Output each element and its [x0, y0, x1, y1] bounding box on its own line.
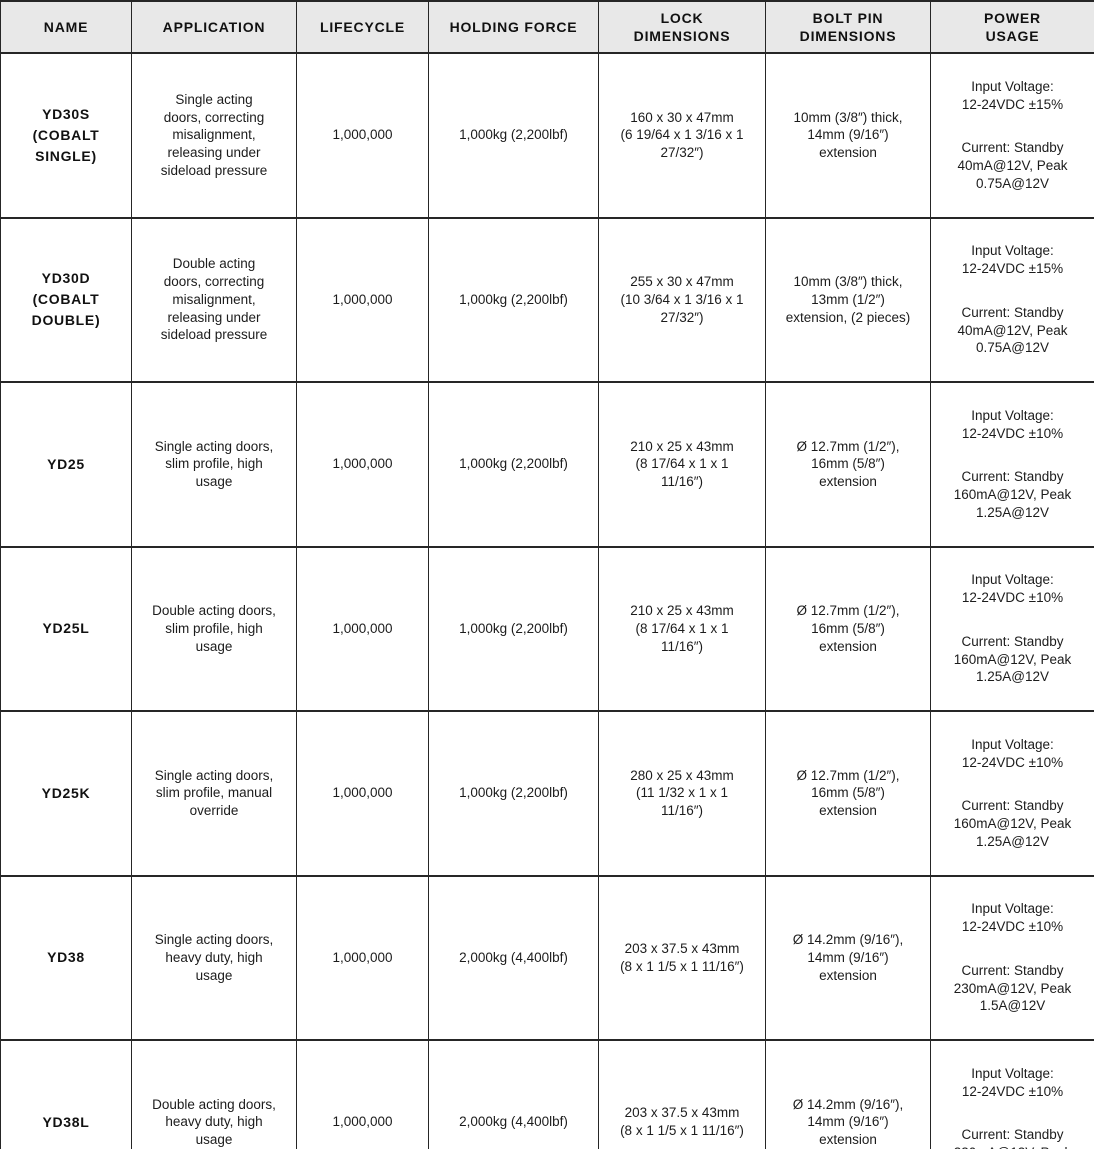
cell-lock-dimensions: 255 x 30 x 47mm (10 3/64 x 1 3/16 x 1 27…: [598, 216, 766, 383]
cell-lifecycle: 1,000,000: [296, 1039, 429, 1149]
cell-application: Double acting doors, correcting misalign…: [131, 216, 297, 383]
power-current: Current: Standby 160mA@12V, Peak 1.25A@1…: [953, 798, 1072, 849]
cell-bolt-pin-dimensions: Ø 12.7mm (1/2″), 16mm (5/8″) extension: [765, 381, 931, 548]
column-header-lock-dimensions: LOCK DIMENSIONS: [598, 0, 766, 54]
cell-bolt-pin-dimensions: Ø 12.7mm (1/2″), 16mm (5/8″) extension: [765, 545, 931, 712]
table-row-yd25l: YD25L Double acting doors, slim profile,…: [0, 545, 1094, 712]
power-input-voltage: Input Voltage: 12-24VDC ±10%: [961, 572, 1064, 606]
cell-lifecycle: 1,000,000: [296, 216, 429, 383]
cell-power-usage: Input Voltage: 12-24VDC ±10% Current: St…: [930, 710, 1094, 877]
cell-power-usage: Input Voltage: 12-24VDC ±10% Current: St…: [930, 874, 1094, 1041]
cell-application: Single acting doors, correcting misalign…: [131, 52, 297, 219]
power-current: Current: Standby 160mA@12V, Peak 1.25A@1…: [953, 633, 1072, 685]
table-row-yd38: YD38 Single acting doors, heavy duty, hi…: [0, 874, 1094, 1041]
cell-holding-force: 1,000kg (2,200lbf): [428, 381, 599, 548]
power-input-voltage: Input Voltage: 12-24VDC ±15%: [961, 78, 1064, 112]
table-row-yd38l: YD38L Double acting doors, heavy duty, h…: [0, 1039, 1094, 1149]
cell-lock-dimensions: 160 x 30 x 47mm (6 19/64 x 1 3/16 x 1 27…: [598, 52, 766, 219]
cell-lock-dimensions: 210 x 25 x 43mm (8 17/64 x 1 x 1 11/16″): [598, 545, 766, 712]
cell-power-usage: Input Voltage: 12-24VDC ±10% Current: St…: [930, 545, 1094, 712]
cell-lock-dimensions: 280 x 25 x 43mm (11 1/32 x 1 x 1 11/16″): [598, 710, 766, 877]
column-header-power-usage: POWER USAGE: [930, 0, 1094, 54]
cell-power-usage: Input Voltage: 12-24VDC ±10% Current: St…: [930, 1039, 1094, 1149]
power-current: Current: Standby 230mA@12V, Peak 1.5A@12…: [953, 962, 1072, 1014]
cell-lifecycle: 1,000,000: [296, 710, 429, 877]
cell-power-usage: Input Voltage: 12-24VDC ±15% Current: St…: [930, 216, 1094, 383]
power-current: Current: Standby 40mA@12V, Peak 0.75A@12…: [957, 140, 1068, 191]
column-header-application: APPLICATION: [131, 0, 297, 54]
header-row: NAME APPLICATION LIFECYCLE HOLDING FORCE…: [0, 0, 1094, 54]
column-header-bolt-pin-dimensions: BOLT PIN DIMENSIONS: [765, 0, 931, 54]
power-input-voltage: Input Voltage: 12-24VDC ±10%: [961, 1065, 1064, 1099]
power-input-voltage: Input Voltage: 12-24VDC ±10%: [961, 736, 1064, 770]
cell-holding-force: 1,000kg (2,200lbf): [428, 545, 599, 712]
cell-bolt-pin-dimensions: Ø 14.2mm (9/16″), 14mm (9/16″) extension: [765, 874, 931, 1041]
cell-bolt-pin-dimensions: Ø 12.7mm (1/2″), 16mm (5/8″) extension: [765, 710, 931, 877]
cell-product-name: YD38L: [0, 1039, 132, 1149]
cell-lock-dimensions: 203 x 37.5 x 43mm (8 x 1 1/5 x 1 11/16″): [598, 874, 766, 1041]
cell-holding-force: 1,000kg (2,200lbf): [428, 216, 599, 383]
cell-product-name: YD25K: [0, 710, 132, 877]
cell-lifecycle: 1,000,000: [296, 545, 429, 712]
cell-application: Single acting doors, slim profile, high …: [131, 381, 297, 548]
cell-application: Double acting doors, heavy duty, high us…: [131, 1039, 297, 1149]
cell-bolt-pin-dimensions: Ø 14.2mm (9/16″), 14mm (9/16″) extension: [765, 1039, 931, 1149]
cell-product-name: YD38: [0, 874, 132, 1041]
cell-product-name: YD25L: [0, 545, 132, 712]
cell-holding-force: 1,000kg (2,200lbf): [428, 710, 599, 877]
cell-product-name: YD30D (COBALT DOUBLE): [0, 216, 132, 383]
power-current: Current: Standby 40mA@12V, Peak 0.75A@12…: [957, 304, 1068, 356]
cell-product-name: YD25: [0, 381, 132, 548]
column-header-holding-force: HOLDING FORCE: [428, 0, 599, 54]
cell-lifecycle: 1,000,000: [296, 381, 429, 548]
power-input-voltage: Input Voltage: 12-24VDC ±10%: [961, 407, 1064, 441]
cell-holding-force: 2,000kg (4,400lbf): [428, 874, 599, 1041]
cell-power-usage: Input Voltage: 12-24VDC ±15% Current: St…: [930, 52, 1094, 219]
cell-holding-force: 1,000kg (2,200lbf): [428, 52, 599, 219]
cell-lifecycle: 1,000,000: [296, 52, 429, 219]
table-row-yd30s: YD30S (COBALT SINGLE) Single acting door…: [0, 52, 1094, 219]
power-input-voltage: Input Voltage: 12-24VDC ±15%: [961, 243, 1064, 277]
power-input-voltage: Input Voltage: 12-24VDC ±10%: [961, 901, 1064, 935]
cell-application: Single acting doors, slim profile, manua…: [131, 710, 297, 877]
cell-lock-dimensions: 203 x 37.5 x 43mm (8 x 1 1/5 x 1 11/16″): [598, 1039, 766, 1149]
power-current: Current: Standby 230mA@12V, Peak 1.5A@12…: [954, 1127, 1072, 1149]
cell-application: Double acting doors, slim profile, high …: [131, 545, 297, 712]
cell-bolt-pin-dimensions: 10mm (3/8″) thick, 14mm (9/16″) extensio…: [765, 52, 931, 219]
column-header-name: NAME: [0, 0, 132, 54]
cell-power-usage: Input Voltage: 12-24VDC ±10% Current: St…: [930, 381, 1094, 548]
power-current: Current: Standby 160mA@12V, Peak 1.25A@1…: [953, 469, 1072, 520]
table-row-yd25: YD25 Single acting doors, slim profile, …: [0, 381, 1094, 548]
cell-holding-force: 2,000kg (4,400lbf): [428, 1039, 599, 1149]
cell-lifecycle: 1,000,000: [296, 874, 429, 1041]
cell-lock-dimensions: 210 x 25 x 43mm (8 17/64 x 1 x 1 11/16″): [598, 381, 766, 548]
column-header-lifecycle: LIFECYCLE: [296, 0, 429, 54]
cell-bolt-pin-dimensions: 10mm (3/8″) thick, 13mm (1/2″) extension…: [765, 216, 931, 383]
cell-application: Single acting doors, heavy duty, high us…: [131, 874, 297, 1041]
table-row-yd25k: YD25K Single acting doors, slim profile,…: [0, 710, 1094, 877]
cell-product-name: YD30S (COBALT SINGLE): [0, 52, 132, 219]
table-row-yd30d: YD30D (COBALT DOUBLE) Double acting door…: [0, 216, 1094, 383]
